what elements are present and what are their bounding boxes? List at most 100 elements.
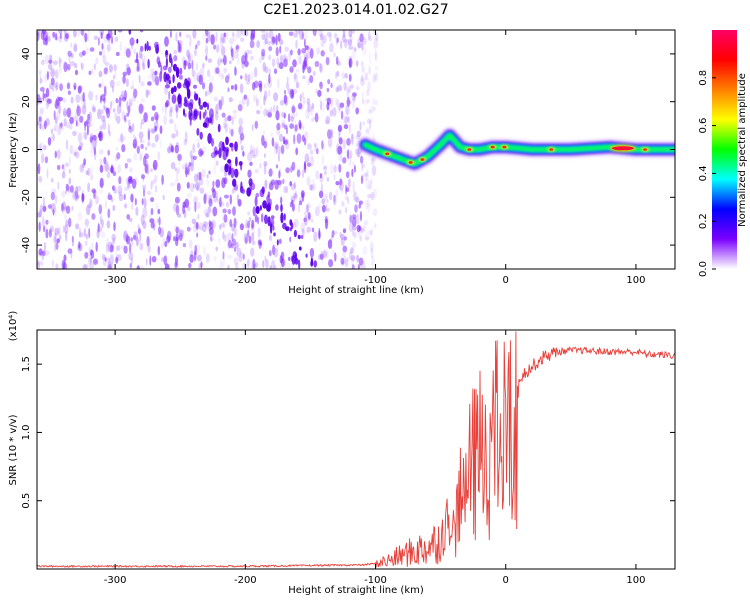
noise-speckle — [178, 233, 183, 241]
noise-speckle — [175, 227, 181, 235]
noise-speckle — [46, 70, 50, 80]
noise-speckle — [273, 142, 279, 150]
noise-speckle — [320, 183, 323, 194]
noise-speckle — [204, 45, 209, 57]
noise-speckle — [63, 206, 69, 211]
noise-speckle — [370, 191, 375, 201]
noise-speckle — [53, 110, 56, 121]
noise-speckle — [70, 42, 73, 48]
noise-speckle — [259, 83, 263, 92]
noise-speckle — [98, 130, 104, 142]
noise-speckle — [293, 218, 299, 228]
noise-speckle — [331, 248, 336, 258]
noise-speckle — [304, 30, 308, 41]
noise-speckle — [333, 194, 336, 203]
noise-speckle — [336, 146, 341, 156]
noise-speckle — [78, 241, 81, 249]
noise-speckle — [176, 153, 181, 159]
noise-speckle — [280, 54, 284, 65]
noise-speckle — [216, 190, 219, 201]
noise-speckle — [249, 144, 253, 152]
noise-speckle — [150, 180, 153, 190]
noise-speckle — [366, 118, 372, 124]
noise-speckle — [261, 48, 266, 57]
noise-speckle — [338, 151, 343, 162]
noise-speckle — [351, 264, 355, 269]
noise-speckle — [247, 229, 250, 238]
noise-speckle — [107, 208, 111, 219]
noise-speckle — [281, 251, 285, 256]
noise-speckle — [306, 203, 310, 213]
noise-speckle — [154, 134, 159, 143]
noise-speckle — [115, 51, 120, 57]
noise-speckle — [229, 219, 233, 228]
noise-speckle — [279, 45, 282, 54]
noise-speckle — [285, 46, 289, 52]
noise-speckle — [123, 187, 129, 191]
noise-speckle — [198, 148, 204, 157]
noise-speckle — [273, 68, 278, 75]
noise-speckle — [169, 182, 175, 187]
noise-speckle — [310, 105, 314, 116]
noise-speckle — [215, 246, 218, 252]
noise-speckle — [90, 250, 95, 259]
noise-speckle — [320, 50, 325, 57]
noise-speckle — [107, 261, 112, 269]
noise-speckle — [365, 170, 370, 181]
noise-speckle — [372, 132, 375, 141]
noise-speckle — [140, 52, 143, 60]
noise-speckle — [137, 228, 141, 234]
noise-speckle — [232, 238, 237, 247]
noise-speckle — [249, 72, 255, 81]
noise-speckle — [227, 87, 230, 93]
noise-speckle — [184, 78, 188, 86]
noise-speckle — [128, 99, 133, 105]
noise-speckle — [184, 96, 187, 104]
noise-speckle — [59, 32, 62, 40]
noise-speckle — [119, 41, 123, 51]
noise-speckle — [166, 146, 171, 153]
noise-speckle — [63, 118, 67, 127]
noise-speckle — [233, 169, 237, 174]
noise-speckle — [264, 255, 267, 263]
noise-speckle — [342, 202, 345, 207]
noise-speckle — [41, 216, 45, 227]
noise-speckle — [147, 244, 151, 254]
noise-speckle — [251, 260, 254, 269]
noise-speckle — [312, 70, 316, 76]
noise-speckle — [325, 204, 328, 212]
noise-speckle — [130, 237, 133, 242]
noise-speckle — [276, 57, 280, 65]
noise-speckle — [301, 31, 304, 40]
noise-speckle — [267, 40, 272, 45]
noise-speckle — [113, 188, 117, 194]
noise-speckle — [190, 162, 194, 172]
noise-speckle — [178, 74, 183, 80]
noise-speckle — [85, 240, 88, 246]
noise-speckle — [206, 69, 211, 78]
noise-speckle — [280, 196, 283, 205]
noise-speckle — [255, 94, 258, 103]
noise-speckle — [100, 95, 102, 104]
noise-speckle — [366, 98, 370, 104]
noise-speckle — [243, 30, 249, 37]
noise-speckle — [279, 255, 283, 264]
noise-speckle — [344, 39, 348, 49]
noise-speckle — [264, 38, 268, 45]
noise-speckle — [191, 59, 194, 70]
noise-speckle — [65, 139, 69, 151]
noise-speckle — [368, 54, 372, 65]
noise-speckle — [306, 176, 311, 187]
noise-speckle — [208, 198, 213, 207]
noise-speckle — [131, 202, 134, 211]
noise-speckle — [73, 148, 79, 157]
noise-speckle — [279, 38, 284, 46]
noise-speckle — [186, 82, 190, 94]
noise-speckle — [372, 225, 375, 231]
noise-speckle — [321, 154, 324, 166]
noise-speckle — [116, 245, 121, 251]
noise-speckle — [52, 133, 55, 141]
noise-speckle — [171, 133, 176, 139]
noise-speckle — [255, 206, 260, 214]
y-tick-label: 1.5 — [21, 356, 32, 372]
